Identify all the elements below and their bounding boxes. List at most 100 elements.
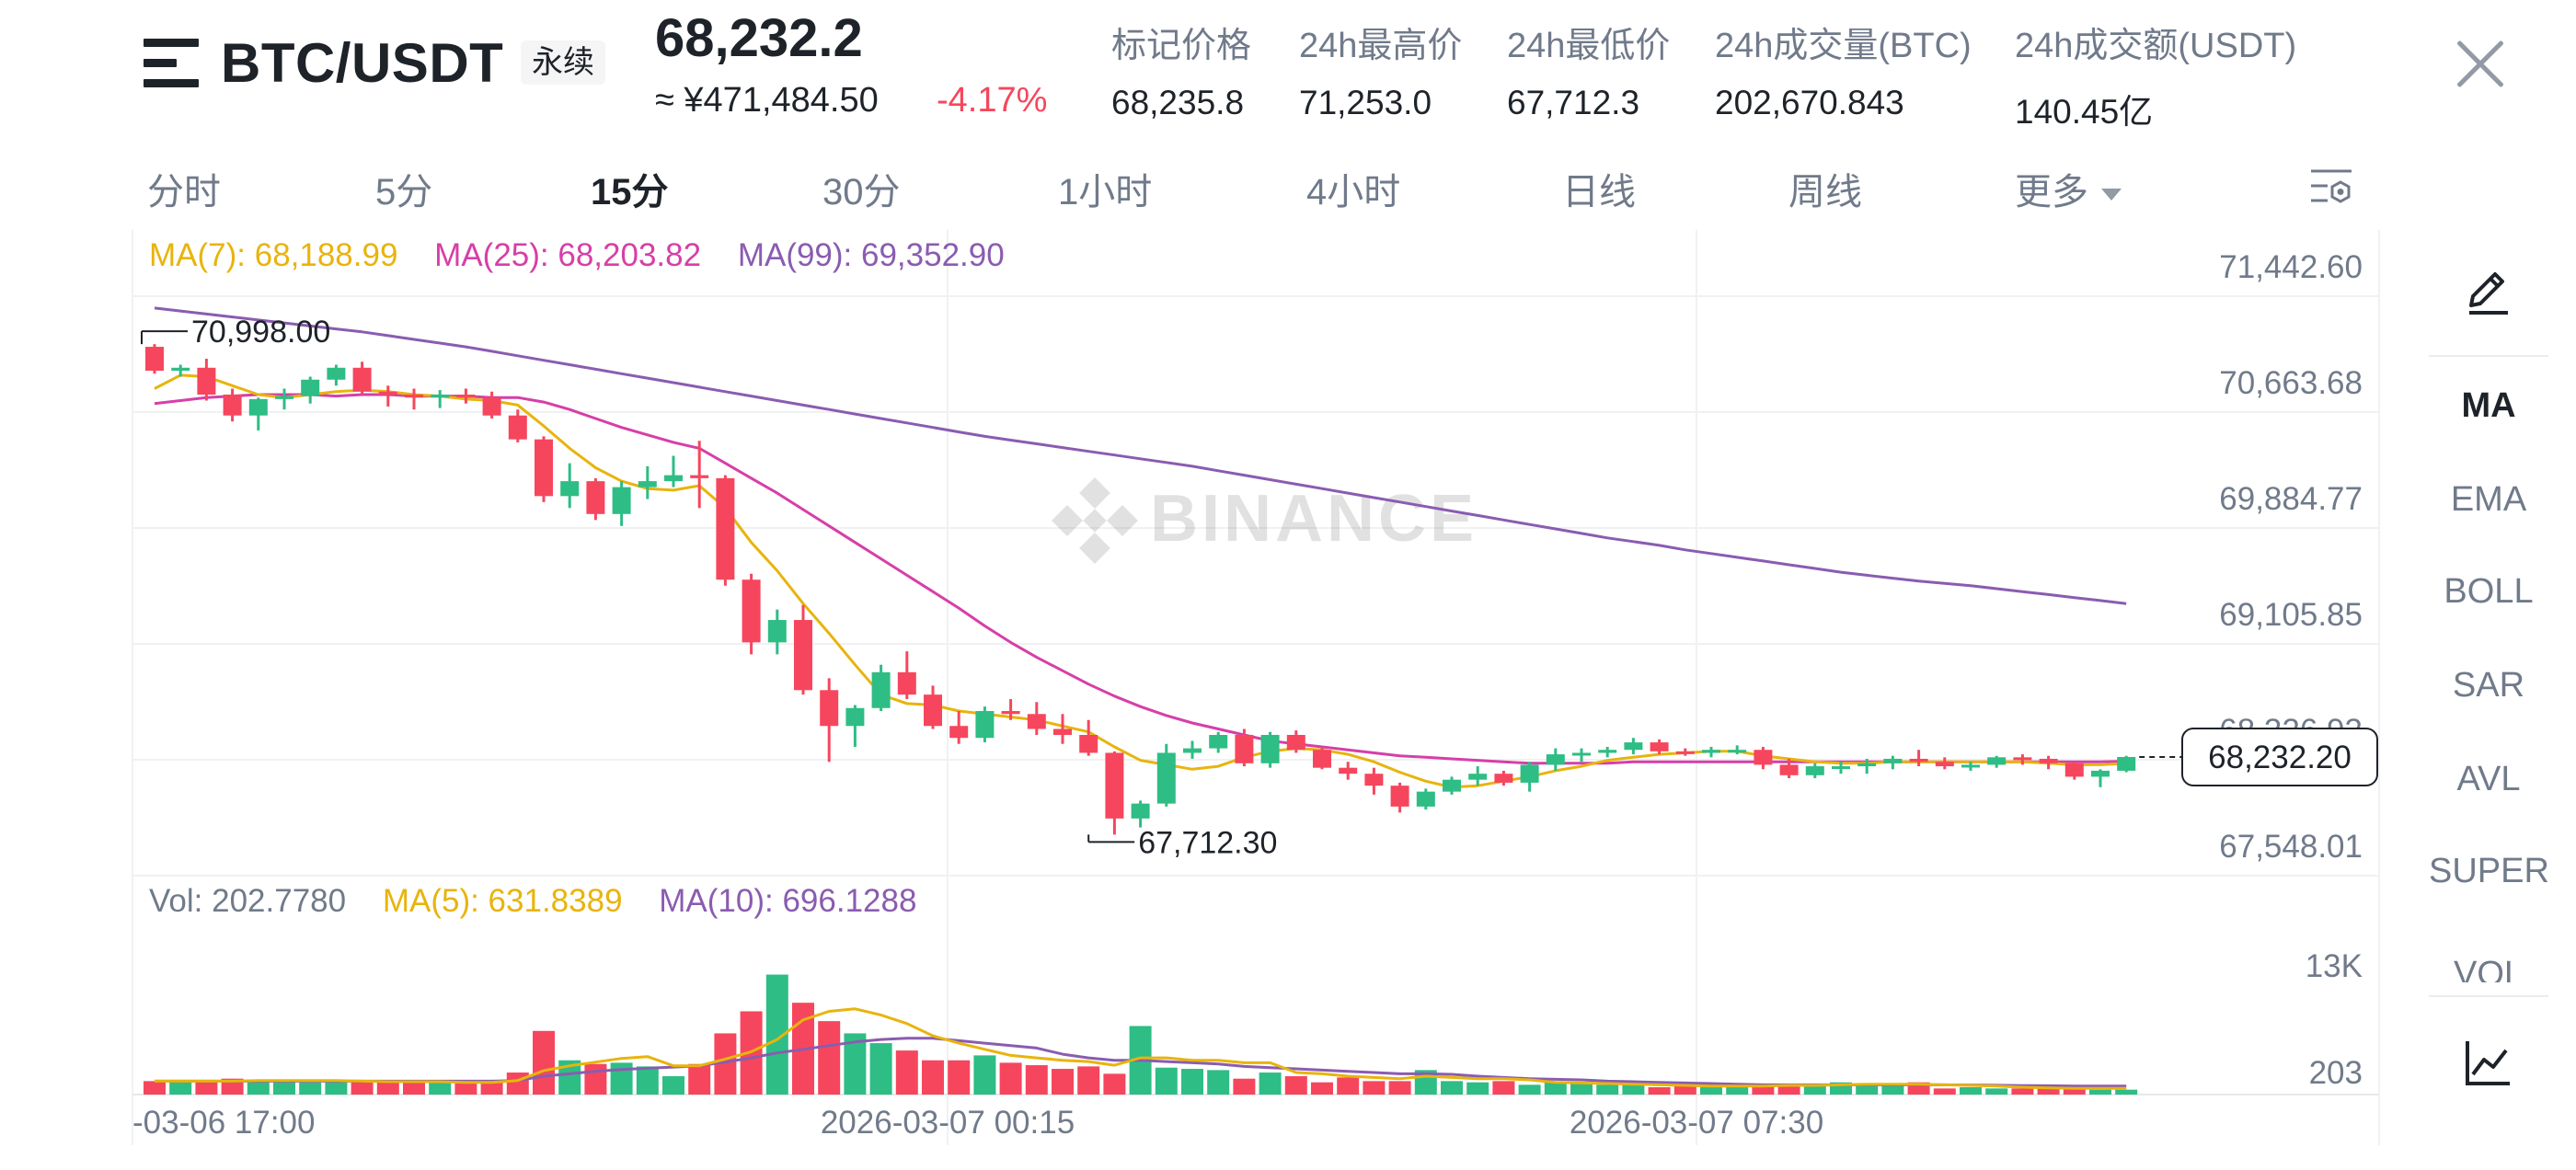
tab-4h[interactable]: 4小时 [1306, 172, 1401, 212]
indicator-ma[interactable]: MA [2461, 386, 2516, 425]
volume-bar [1233, 1078, 1256, 1095]
current-price-box [2181, 727, 2378, 786]
indicator-boll[interactable]: BOLL [2444, 572, 2534, 611]
candle [638, 465, 657, 499]
indicator-ema[interactable]: EMA [2450, 480, 2527, 519]
price-axis: 71,442.6070,663.6869,884.7769,105.8568,3… [2139, 249, 2378, 865]
candle-body [535, 439, 553, 497]
indicator-super[interactable]: SUPER [2429, 852, 2549, 890]
change-percent: -4.17% [937, 81, 1048, 120]
tab-30m[interactable]: 30分 [822, 172, 901, 212]
candle [924, 685, 942, 729]
vol-ma10-label: MA(10): 696.1288 [659, 883, 917, 919]
candle [482, 391, 501, 419]
candle [327, 364, 346, 386]
candle [1339, 762, 1358, 780]
volume-bar [636, 1066, 659, 1095]
volume-axis: 13K 203 [2306, 948, 2363, 1091]
perpetual-badge: 永续 [521, 40, 605, 85]
indicator-avl[interactable]: AVL [2456, 760, 2521, 798]
candle-body [2039, 758, 2058, 763]
tab-daily[interactable]: 日线 [1562, 172, 1636, 212]
candle-body [1443, 779, 1461, 792]
stat-24h-volume-usdt: 24h成交额(USDT) 140.45亿 [2015, 17, 2296, 133]
candle [1805, 763, 1824, 779]
binance-logo-icon [1052, 477, 1138, 564]
candle [223, 388, 242, 422]
candle-body [2117, 756, 2136, 771]
candle-body [742, 579, 761, 643]
volume-bar [1052, 1069, 1074, 1095]
current-price-label: 68,232.20 [2208, 740, 2352, 775]
candle-body [820, 690, 839, 727]
high-price-label: 70,998.00 [191, 315, 330, 350]
volume-bar [1077, 1066, 1100, 1095]
low-price-label: 67,712.30 [1138, 825, 1277, 860]
ma99-label: MA(99): 69,352.90 [737, 237, 1005, 273]
tab-1h[interactable]: 1小时 [1058, 172, 1153, 212]
candle-body [1935, 762, 1954, 767]
volume-bar [662, 1076, 684, 1095]
tab-weekly[interactable]: 周线 [1788, 172, 1862, 212]
volume-bar [1856, 1085, 1879, 1095]
chart-line-icon[interactable] [2460, 1036, 2515, 1091]
volume-bar [2115, 1089, 2138, 1095]
candle [1857, 758, 1877, 774]
close-icon[interactable] [2455, 39, 2506, 90]
trading-pair[interactable]: BTC/USDT [221, 32, 504, 94]
time-axis: -03-06 17:00 2026-03-07 00:15 2026-03-07 0… [132, 1105, 1823, 1141]
candle [1105, 751, 1124, 835]
indicator-vol[interactable]: VOL [2429, 949, 2548, 982]
caret-down-icon [2101, 188, 2122, 201]
candle [352, 361, 372, 395]
candle-body [1961, 764, 1980, 768]
candle-body [1364, 774, 1384, 786]
candle-body [1728, 750, 1747, 753]
candle-body [1156, 752, 1176, 804]
pencil-icon[interactable] [2460, 265, 2515, 320]
candle-body [405, 394, 423, 398]
indicator-sar[interactable]: SAR [2452, 666, 2525, 705]
volume-bars [144, 974, 2138, 1095]
candle [897, 651, 916, 700]
tab-more[interactable]: 更多 [2015, 162, 2122, 215]
candle [2039, 755, 2058, 770]
ma7-line [154, 373, 2127, 789]
volume-bar [2037, 1085, 2060, 1095]
ma25-label: MA(25): 68,203.82 [434, 237, 702, 273]
volume-bar [2011, 1088, 2034, 1095]
watermark-diamond [1079, 533, 1110, 564]
menu-icon[interactable] [144, 39, 199, 88]
candle [1935, 757, 1954, 770]
candle [1598, 746, 1617, 758]
candle-body [1624, 742, 1643, 751]
candle-body [897, 671, 916, 695]
tab-timeshare[interactable]: 分时 [147, 172, 221, 212]
candle-body [949, 726, 969, 739]
candle-body [1546, 754, 1565, 765]
tab-15m[interactable]: 15分 [591, 172, 669, 212]
candle-body [1857, 763, 1877, 767]
volume-bar [1570, 1084, 1593, 1095]
volume-bar [688, 1063, 711, 1095]
volume-bar [1648, 1087, 1671, 1095]
watermark-diamond [1079, 477, 1110, 509]
candle-body [223, 394, 242, 416]
price-tick-label: 71,442.60 [2219, 249, 2363, 285]
tab-5m[interactable]: 5分 [375, 172, 433, 212]
volume-bar [1207, 1070, 1230, 1095]
price-tick-label: 67,548.01 [2219, 829, 2363, 865]
volume-bar [1363, 1081, 1386, 1095]
stat-label: 24h成交量(BTC) [1715, 27, 1972, 65]
candle-body [1598, 750, 1617, 753]
interval-tabs: 分时 5分 15分 30分 1小时 4小时 日线 周线 更多 [0, 156, 2576, 221]
chart-settings-icon[interactable] [2307, 164, 2355, 212]
volume-bar [480, 1082, 503, 1095]
vol-ma5-polyline [155, 1007, 2127, 1090]
candle [794, 604, 812, 695]
candle [1001, 699, 1020, 720]
volume-bar [144, 1081, 166, 1095]
candle [1364, 767, 1384, 795]
candle-body [508, 415, 527, 440]
